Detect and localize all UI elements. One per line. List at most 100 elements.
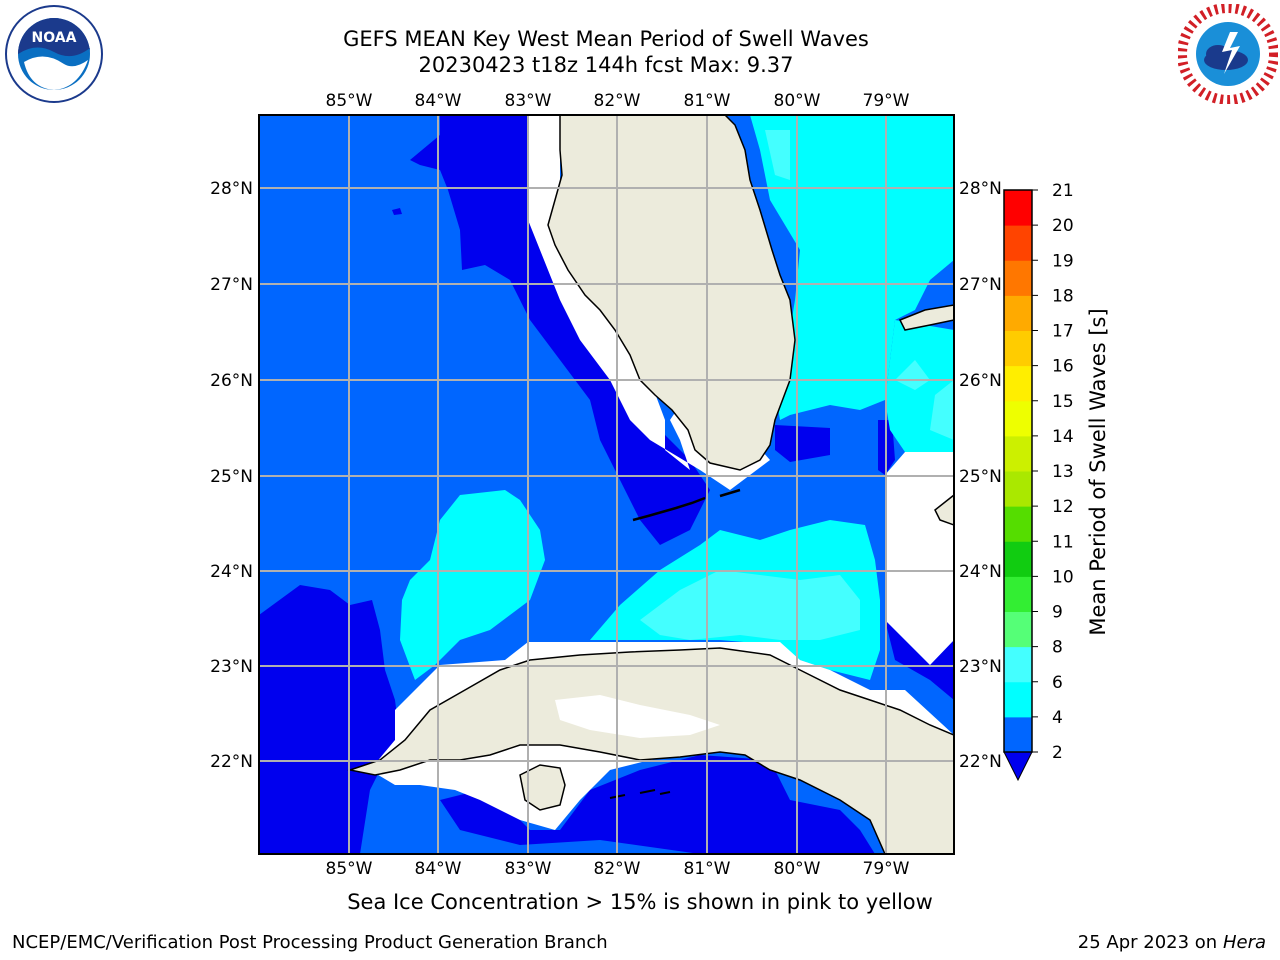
colorbar-bin	[1004, 435, 1032, 472]
lat-label: 24°N	[959, 562, 1002, 582]
lat-label: 28°N	[210, 179, 253, 199]
lon-label: 79°W	[863, 91, 910, 111]
florida-land	[547, 115, 796, 471]
colorbar-tick-label: 17	[1052, 322, 1074, 342]
footer-date: 25 Apr 2023 on Hera	[1078, 932, 1266, 953]
lat-labels-right: 28°N 27°N 26°N 25°N 24°N 23°N 22°N	[959, 179, 1002, 772]
lon-label: 83°W	[505, 859, 552, 879]
field-below-2	[440, 755, 875, 854]
bahamas-coast	[934, 494, 954, 526]
colorbar-bin	[1004, 716, 1032, 753]
colorbar-bin	[1004, 471, 1032, 507]
footer-credit: NCEP/EMC/Verification Post Processing Pr…	[12, 932, 608, 953]
map-field	[259, 115, 954, 854]
lat-label: 23°N	[959, 657, 1002, 677]
lat-label: 22°N	[210, 752, 253, 772]
colorbar-tick-label: 12	[1052, 497, 1074, 517]
lon-label: 83°W	[505, 91, 552, 111]
colorbar-tick-label: 4	[1052, 708, 1063, 728]
footer-date-text: 25 Apr 2023 on	[1077, 932, 1223, 953]
noaa-logo: NOAA	[5, 5, 103, 103]
colorbar-tick-label: 14	[1052, 427, 1074, 447]
field-below-2	[392, 208, 402, 215]
lon-label: 85°W	[326, 859, 373, 879]
field-4-6	[400, 490, 545, 680]
colorbar-tick-label: 18	[1052, 286, 1074, 306]
colorbar-tick-label: 9	[1052, 603, 1063, 623]
cuba-inner-white	[555, 695, 720, 738]
field-6-8	[640, 570, 860, 640]
lat-label: 25°N	[210, 467, 253, 487]
colorbar-bin	[1004, 611, 1032, 648]
colorbar-bin	[1004, 506, 1032, 542]
colorbar-label: Mean Period of Swell Waves [s]	[1086, 308, 1110, 635]
colorbar-bin	[1004, 330, 1032, 367]
colorbar-extend	[1003, 751, 1033, 782]
lon-label: 81°W	[684, 91, 731, 111]
field-4-6	[750, 115, 954, 420]
chart-subtitle: 20230423 t18z 144h fcst Max: 9.37	[418, 53, 794, 77]
field-below-2	[410, 115, 710, 545]
colorbar-tick-label: 6	[1052, 673, 1063, 693]
lat-label: 24°N	[210, 562, 253, 582]
lat-label: 25°N	[959, 467, 1002, 487]
colorbar-tick-label: 8	[1052, 638, 1063, 658]
lon-label: 85°W	[326, 91, 373, 111]
field-6-8	[930, 380, 954, 440]
cuba-land	[347, 647, 954, 854]
lon-label: 84°W	[415, 91, 462, 111]
lon-labels-top: 85°W 84°W 83°W 82°W 81°W 80°W 79°W	[326, 91, 910, 111]
lat-labels-left: 28°N 27°N 26°N 25°N 24°N 23°N 22°N	[210, 179, 253, 772]
lat-label: 23°N	[210, 657, 253, 677]
chart-title: GEFS MEAN Key West Mean Period of Swell …	[343, 27, 869, 51]
lon-labels-bottom: 85°W 84°W 83°W 82°W 81°W 80°W 79°W	[326, 859, 910, 879]
lon-label: 82°W	[594, 859, 641, 879]
lat-label: 22°N	[959, 752, 1002, 772]
colorbar-tick-label: 2	[1052, 743, 1063, 763]
colorbar-tick-label: 11	[1052, 532, 1074, 552]
colorbar-tick-label: 20	[1052, 216, 1074, 236]
map-gridlines	[259, 115, 954, 854]
map-frame	[258, 114, 955, 855]
colorbar-tick-label: 13	[1052, 462, 1074, 482]
lon-label: 84°W	[415, 859, 462, 879]
lat-label: 27°N	[959, 275, 1002, 295]
lat-label: 26°N	[210, 371, 253, 391]
colorbar-bin	[1004, 681, 1032, 718]
colorbar-bin	[1004, 295, 1032, 331]
colorbar-tick-label: 19	[1052, 251, 1074, 271]
colorbar-tick-label: 15	[1052, 392, 1074, 412]
colorbar-bin	[1004, 260, 1032, 296]
bahamas-coast	[898, 304, 954, 331]
colorbar-tick-label: 21	[1052, 181, 1074, 201]
svg-text:NOAA: NOAA	[32, 30, 77, 46]
sea-ice-note: Sea Ice Concentration > 15% is shown in …	[347, 890, 933, 914]
field-below-2	[885, 620, 954, 700]
lon-label: 82°W	[594, 91, 641, 111]
footer-host: Hera	[1222, 932, 1266, 953]
colorbar-bin	[1004, 190, 1032, 226]
nws-logo	[1178, 4, 1278, 104]
colorbar-bin	[1004, 225, 1032, 261]
colorbar-bin	[1004, 646, 1032, 683]
lon-label: 79°W	[863, 859, 910, 879]
colorbar-bin	[1004, 365, 1032, 402]
lat-label: 26°N	[959, 371, 1002, 391]
colorbar-tick-label: 16	[1052, 357, 1074, 377]
lat-label: 28°N	[959, 179, 1002, 199]
colorbar-tick-label: 10	[1052, 567, 1074, 587]
colorbar-bin	[1004, 541, 1032, 577]
field-below-2	[775, 425, 830, 462]
florida-keys	[632, 488, 741, 522]
field-6-8	[765, 130, 790, 180]
lon-label: 81°W	[684, 859, 731, 879]
field-below-2	[259, 585, 400, 854]
colorbar: 2 4 6 8 9 10 11 12 13 14 15 16 17 18 19 20 21	[1003, 181, 1074, 782]
colorbar-bin	[1004, 400, 1032, 437]
lat-label: 27°N	[210, 275, 253, 295]
lon-label: 80°W	[774, 859, 821, 879]
lon-label: 80°W	[774, 91, 821, 111]
field-6-8	[895, 360, 930, 390]
field-undefined	[885, 452, 954, 665]
